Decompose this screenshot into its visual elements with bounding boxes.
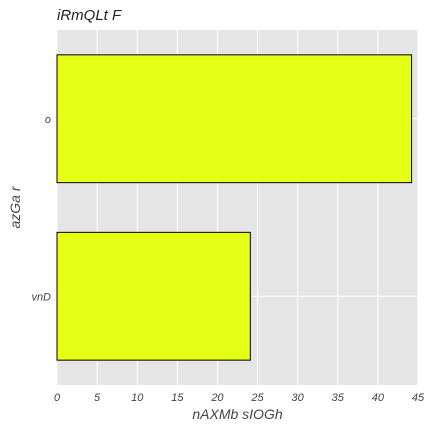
bar-o bbox=[56, 54, 413, 184]
x-tick-label: 5 bbox=[94, 392, 101, 404]
y-tick-label: vnD bbox=[31, 291, 51, 303]
x-tick-label: 30 bbox=[292, 392, 305, 404]
x-tick-label: 25 bbox=[250, 392, 264, 404]
chart-title: iRmQLt F bbox=[57, 7, 122, 24]
x-axis-label: nAXMb sIOGh bbox=[192, 406, 282, 422]
bars bbox=[56, 54, 413, 361]
y-tick-label: o bbox=[45, 114, 51, 126]
x-tick-label: 35 bbox=[332, 392, 345, 404]
x-tick-label: 45 bbox=[412, 392, 425, 404]
x-tick-label: 15 bbox=[171, 392, 184, 404]
tick-labels: 0 5 10 15 20 25 30 35 40 45 o vnD bbox=[31, 114, 425, 404]
x-tick-label: 0 bbox=[54, 392, 61, 404]
x-tick-label: 10 bbox=[131, 392, 144, 404]
x-tick-label: 40 bbox=[372, 392, 385, 404]
x-tick-label: 20 bbox=[210, 392, 224, 404]
bar-vnD bbox=[56, 231, 251, 361]
y-axis-label: azGa r bbox=[7, 185, 23, 228]
